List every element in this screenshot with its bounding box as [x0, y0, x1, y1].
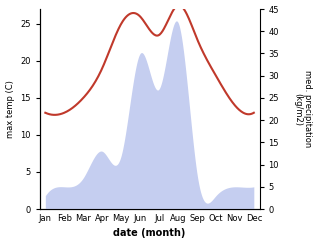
X-axis label: date (month): date (month)	[114, 228, 186, 238]
Y-axis label: med. precipitation
(kg/m2): med. precipitation (kg/m2)	[293, 71, 313, 148]
Y-axis label: max temp (C): max temp (C)	[5, 80, 15, 138]
